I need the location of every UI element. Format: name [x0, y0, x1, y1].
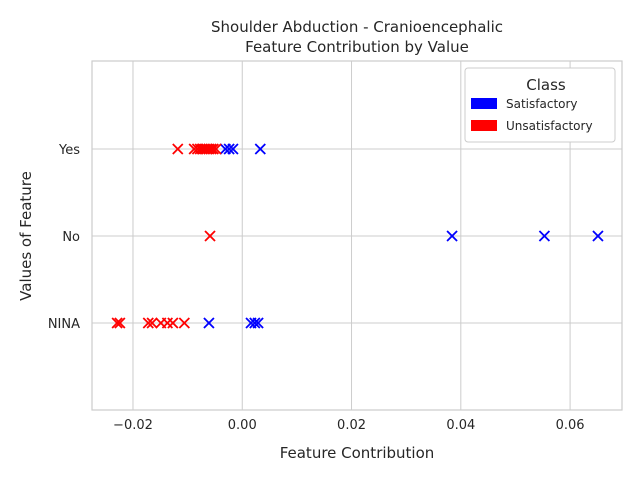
legend-swatch-unsatisfactory	[471, 120, 497, 131]
scatter-point-satisfactory	[223, 143, 235, 155]
chart-subtitle: Feature Contribution by Value	[245, 38, 469, 56]
plot-frame	[91, 60, 623, 411]
legend-title: Class	[526, 76, 566, 94]
y-axis-label: Values of Feature	[17, 171, 35, 301]
scatter-point-unsatisfactory	[178, 317, 190, 329]
x-tick-label: 0.04	[446, 418, 475, 433]
scatter-point-satisfactory	[592, 230, 604, 242]
scatter-point-satisfactory	[446, 230, 458, 242]
x-tick-label: 0.02	[337, 418, 366, 433]
scatter-point-unsatisfactory	[207, 143, 219, 155]
scatter-point-satisfactory	[203, 317, 215, 329]
scatter-point-unsatisfactory	[167, 317, 179, 329]
scatter-point-satisfactory	[254, 143, 266, 155]
y-tick-label: NINA	[48, 317, 80, 332]
scatter-point-satisfactory	[538, 230, 551, 242]
legend: Class Satisfactory Unsatisfactory	[464, 67, 616, 143]
legend-label-satisfactory: Satisfactory	[506, 97, 578, 111]
y-tick-label: No	[62, 230, 80, 245]
legend-label-unsatisfactory: Unsatisfactory	[506, 119, 593, 133]
scatter-point-satisfactory	[249, 317, 261, 329]
x-tick-label: −0.02	[113, 418, 153, 433]
scatter-point-unsatisfactory	[146, 317, 158, 329]
scatter-point-unsatisfactory	[204, 230, 216, 242]
markers	[111, 143, 604, 329]
legend-frame	[464, 67, 616, 143]
scatter-point-satisfactory	[252, 317, 264, 329]
x-axis-ticks: −0.02 0.00 0.02 0.04 0.06	[113, 418, 585, 433]
chart-title: Shoulder Abduction - Cranioencephalic	[211, 18, 503, 36]
scatter-point-unsatisfactory	[142, 317, 154, 329]
y-axis-ticks: NINA No Yes	[48, 143, 80, 332]
x-tick-label: 0.06	[556, 418, 585, 433]
scatter-point-unsatisfactory	[210, 143, 222, 155]
scatter-point-unsatisfactory	[111, 317, 123, 329]
scatter-point-unsatisfactory	[205, 143, 217, 155]
x-axis-label: Feature Contribution	[280, 444, 435, 462]
x-tick-label: 0.00	[228, 418, 257, 433]
legend-swatch-satisfactory	[471, 98, 497, 109]
scatter-point-unsatisfactory	[114, 317, 126, 329]
scatter-point-satisfactory	[227, 143, 239, 155]
scatter-point-unsatisfactory	[172, 143, 184, 155]
y-tick-label: Yes	[58, 143, 80, 158]
